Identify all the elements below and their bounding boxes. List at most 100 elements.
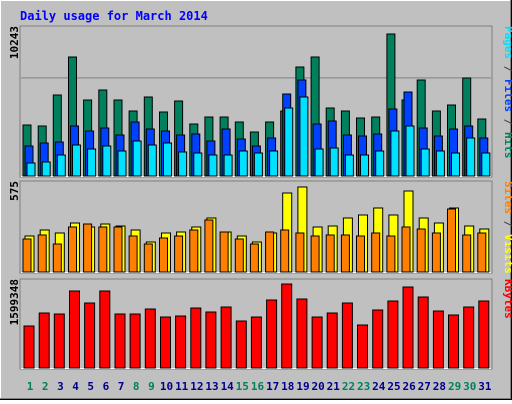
y-max-label-panel-2: 575	[8, 181, 21, 201]
kbytes-bar-day-28	[432, 310, 444, 369]
pages-bar-day-18	[284, 107, 294, 177]
pages-bar-day-1	[26, 162, 36, 177]
pages-bar-day-12	[193, 152, 203, 177]
chart-title: Daily usage for March 2014	[20, 9, 208, 23]
pages-bar-day-30	[466, 137, 476, 177]
sites-bar-day-22	[340, 234, 350, 273]
x-tick-label-day-29: 29	[448, 380, 461, 393]
x-tick-label-day-17: 17	[266, 380, 279, 393]
sites-bar-day-18	[280, 229, 290, 273]
kbytes-bar-day-3	[53, 313, 65, 369]
pages-bar-day-28	[435, 150, 445, 177]
x-tick-label-day-7: 7	[118, 380, 125, 393]
pages-bar-day-4	[72, 144, 81, 177]
x-tick-label-day-11: 11	[175, 380, 189, 393]
pages-bar-day-21	[329, 147, 339, 177]
sites-bar-day-28	[431, 232, 441, 273]
sites-bar-day-26	[401, 226, 411, 273]
kbytes-bar-day-31	[478, 300, 490, 369]
x-tick-label-day-9: 9	[148, 380, 155, 393]
pages-bar-day-26	[405, 125, 415, 177]
sites-bar-day-10	[159, 237, 168, 273]
kbytes-bar-day-29	[448, 314, 459, 369]
legend-middle: Sites / Visits	[502, 181, 512, 274]
kbytes-bar-day-6	[99, 290, 111, 369]
kbytes-bar-day-10	[160, 316, 171, 369]
pages-bar-day-22	[344, 154, 354, 177]
sites-bar-day-9	[143, 243, 153, 273]
legend-bottom: KBytes	[502, 279, 512, 319]
kbytes-bar-day-25	[387, 300, 399, 369]
pages-bar-day-29	[451, 152, 460, 177]
sites-bar-day-5	[83, 223, 93, 273]
pages-bar-day-5	[87, 148, 97, 177]
legend-top-item-files: Files	[502, 79, 512, 112]
sites-bar-day-13	[204, 219, 214, 273]
kbytes-bar-day-30	[463, 306, 475, 369]
sites-bar-day-2	[37, 234, 47, 273]
x-tick-label-day-16: 16	[251, 380, 265, 393]
legend-bottom-item-kbytes: KBytes	[502, 279, 512, 319]
sites-bar-day-17	[265, 231, 275, 273]
pages-bar-day-16	[253, 152, 263, 177]
sites-bar-day-11	[174, 235, 184, 273]
x-tick-label-day-22: 22	[342, 380, 355, 393]
x-tick-label-day-20: 20	[311, 380, 324, 393]
x-tick-label-day-13: 13	[205, 380, 218, 393]
x-tick-label-day-12: 12	[190, 380, 203, 393]
pages-bar-day-2	[41, 161, 51, 177]
x-axis-day-labels: 1 2 3 4 5 6 7 8 9 10 11 12 13 14 15 16 17 18 19 20 21 22 23 24 2…	[27, 380, 492, 393]
kbytes-bar-day-5	[84, 302, 96, 369]
kbytes-bar-day-4	[69, 290, 80, 369]
sites-bar-day-24	[371, 232, 381, 273]
sites-bar-day-21	[325, 234, 335, 273]
kbytes-bar-day-13	[205, 311, 217, 369]
pages-bar-day-31	[481, 152, 491, 177]
x-tick-label-day-24: 24	[372, 380, 386, 393]
x-tick-label-day-10: 10	[160, 380, 173, 393]
legend-top-item--: /	[502, 112, 512, 132]
bars	[22, 33, 491, 369]
sites-bar-day-8	[128, 235, 138, 273]
legends: Pages / Files / Hits Sites / Visits KBytes	[502, 26, 512, 319]
x-tick-label-day-31: 31	[478, 380, 492, 393]
pages-bar-day-3	[56, 154, 66, 177]
kbytes-bar-day-24	[372, 309, 384, 369]
kbytes-bar-day-18	[281, 283, 293, 369]
x-tick-label-day-5: 5	[87, 380, 94, 393]
x-tick-label-day-3: 3	[57, 380, 64, 393]
kbytes-bar-day-26	[402, 286, 414, 369]
pages-bar-day-24	[375, 150, 385, 177]
kbytes-bar-day-1	[23, 325, 35, 369]
legend-top-item-hits: Hits	[502, 132, 512, 159]
sites-bar-day-7	[113, 226, 123, 273]
kbytes-bar-day-2	[38, 312, 50, 369]
kbytes-bar-day-12	[190, 307, 202, 369]
kbytes-bar-day-11	[175, 315, 187, 369]
pages-bar-day-8	[132, 140, 142, 177]
legend-top: Pages / Files / Hits	[502, 26, 512, 159]
pages-bar-day-13	[208, 154, 218, 177]
sites-bar-day-16	[249, 243, 259, 273]
legend-middle-item-sites: Sites	[502, 181, 512, 214]
legend-middle-item--: /	[502, 214, 512, 234]
pages-bar-day-14	[223, 154, 233, 177]
kbytes-bar-day-17	[266, 299, 278, 369]
kbytes-bar-day-16	[250, 316, 262, 369]
sites-bar-day-6	[98, 226, 108, 273]
kbytes-bar-day-8	[129, 313, 141, 369]
sites-bar-day-1	[22, 238, 32, 273]
pages-bar-day-25	[390, 130, 400, 177]
x-tick-label-day-2: 2	[42, 380, 49, 393]
kbytes-bar-day-7	[114, 313, 126, 369]
x-tick-label-day-30: 30	[463, 380, 476, 393]
x-tick-label-day-6: 6	[103, 380, 110, 393]
sites-bar-day-29	[447, 208, 456, 273]
pages-bar-day-10	[163, 142, 172, 177]
legend-middle-item-visits: Visits	[502, 234, 512, 274]
sites-bar-day-4	[68, 226, 77, 273]
kbytes-bar-day-23	[357, 324, 368, 369]
kbytes-bar-day-19	[296, 298, 308, 369]
